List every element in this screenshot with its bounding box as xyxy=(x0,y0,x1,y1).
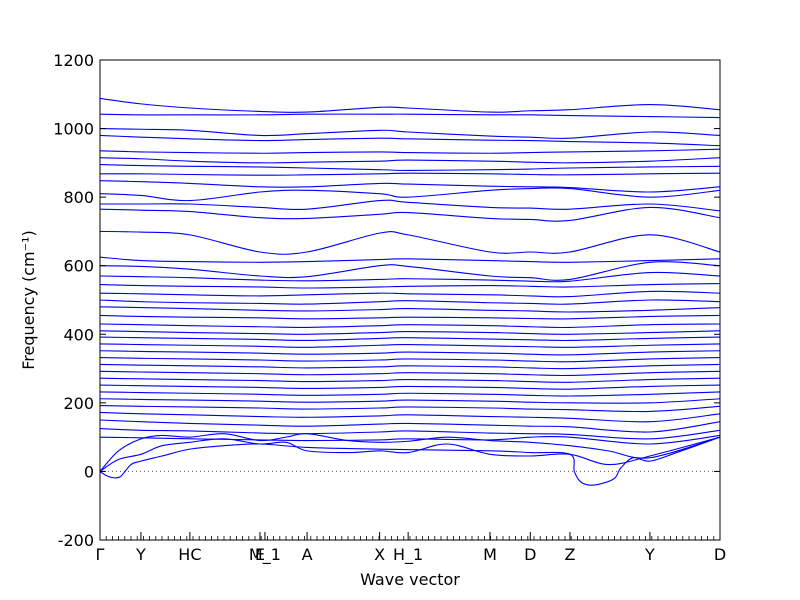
x-tick-label: X xyxy=(374,545,385,564)
y-tick-label: 600 xyxy=(63,257,94,276)
band-line-41 xyxy=(100,436,720,486)
x-axis-label: Wave vector xyxy=(360,570,460,589)
band-line-9 xyxy=(100,180,720,193)
x-tick-label: M xyxy=(483,545,497,564)
band-line-36 xyxy=(100,419,720,433)
x-axis-ticks: Γ Y HC EM_1 A X H_1 M D Z Y D xyxy=(96,532,726,565)
band-line-34 xyxy=(100,405,720,413)
x-tick-label: Y xyxy=(135,545,146,564)
y-tick-label: 0 xyxy=(84,462,94,481)
y-tick-label: 400 xyxy=(63,325,94,344)
y-tick-label: 1000 xyxy=(53,120,94,139)
band-line-31 xyxy=(100,384,720,390)
y-axis-label: Frequency (cm⁻¹) xyxy=(19,230,38,369)
band-line-37 xyxy=(100,428,720,440)
band-line-12 xyxy=(100,206,720,222)
band-line-3 xyxy=(100,128,720,139)
band-line-38 xyxy=(100,434,720,445)
y-tick-label: -200 xyxy=(58,531,94,550)
band-line-6 xyxy=(100,157,720,164)
band-line-15 xyxy=(100,261,720,281)
band-line-5 xyxy=(100,148,720,154)
band-line-24 xyxy=(100,336,720,342)
band-line-2 xyxy=(100,113,720,119)
band-line-16 xyxy=(100,271,720,283)
band-line-33 xyxy=(100,398,720,404)
x-tick-label: H_1 xyxy=(393,545,423,565)
x-tick-label: D xyxy=(524,545,536,564)
band-line-25 xyxy=(100,343,720,348)
band-line-1 xyxy=(100,97,720,113)
y-axis-ticks: -200 0 200 400 600 800 1000 1200 xyxy=(53,51,720,550)
y-tick-label: 200 xyxy=(63,394,94,413)
x-tick-label: Γ xyxy=(96,545,105,564)
band-line-29 xyxy=(100,370,720,377)
x-tick-label: HC xyxy=(178,545,201,564)
x-tick-label: Z xyxy=(564,545,575,564)
y-tick-label: 800 xyxy=(63,188,94,207)
band-line-7 xyxy=(100,164,720,171)
band-line-11 xyxy=(100,199,720,212)
band-line-17 xyxy=(100,282,720,289)
band-line-19 xyxy=(100,299,720,305)
x-tick-label: E xyxy=(255,545,265,564)
plot-frame xyxy=(99,59,721,541)
band-line-18 xyxy=(100,290,720,298)
band-line-23 xyxy=(100,330,720,335)
band-line-35 xyxy=(100,411,720,423)
band-line-32 xyxy=(100,391,720,397)
band-line-10 xyxy=(100,187,720,202)
band-line-28 xyxy=(100,363,720,370)
band-line-4 xyxy=(100,134,720,147)
x-tick-label: A xyxy=(302,545,313,564)
x-tick-label: D xyxy=(714,545,726,564)
y-tick-label: 1200 xyxy=(53,51,94,70)
band-line-21 xyxy=(100,314,720,320)
band-line-22 xyxy=(100,323,720,329)
band-line-27 xyxy=(100,357,720,363)
band-line-13 xyxy=(100,230,720,255)
band-line-20 xyxy=(100,306,720,313)
band-line-39 xyxy=(100,433,720,472)
band-series-layer xyxy=(100,97,720,486)
band-line-8 xyxy=(100,172,720,176)
x-tick-label: Y xyxy=(644,545,655,564)
band-line-26 xyxy=(100,350,720,356)
band-line-30 xyxy=(100,377,720,383)
x-tick-label: M_1 xyxy=(249,545,281,565)
band-line-14 xyxy=(100,256,720,263)
